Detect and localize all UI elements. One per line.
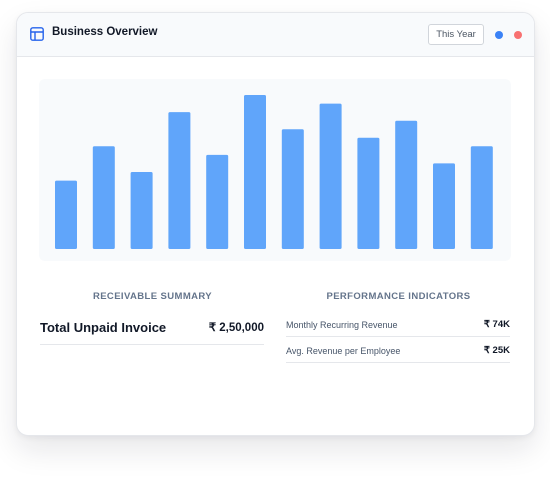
kpi-divider — [286, 336, 510, 337]
kpi-value: ₹ 25K — [483, 345, 510, 356]
kpi-label: Avg. Revenue per Employee — [286, 346, 401, 356]
chart-bar — [168, 112, 191, 249]
bar-chart-panel — [39, 79, 511, 261]
chart-bar — [470, 146, 493, 249]
performance-indicators-heading: PERFORMANCE INDICATORS — [326, 291, 471, 302]
chart-bar — [357, 137, 380, 249]
chart-bar — [244, 95, 266, 249]
chart-bar — [130, 172, 153, 249]
receivable-divider — [40, 344, 264, 345]
chart-bar — [319, 103, 342, 249]
status-dot-blue — [495, 31, 503, 39]
bar-chart — [55, 95, 493, 249]
page-title: Business Overview — [52, 26, 158, 38]
kpi-value: ₹ 74K — [483, 319, 510, 330]
kpi-divider — [286, 362, 510, 363]
receivable-summary-heading: RECEIVABLE SUMMARY — [92, 291, 213, 302]
chart-bar — [206, 154, 229, 249]
status-dot-red — [514, 31, 522, 39]
chart-bar — [433, 163, 455, 249]
chart-bar — [55, 180, 77, 249]
layout-icon — [30, 27, 44, 41]
kpi-label: Monthly Recurring Revenue — [286, 320, 398, 330]
business-overview-card: Business Overview This Year RECEIVABLE S… — [16, 12, 535, 436]
chart-bar — [281, 129, 304, 249]
total-unpaid-invoice-label: Total Unpaid Invoice — [40, 320, 167, 335]
chart-bar — [92, 146, 115, 249]
chart-bar — [395, 120, 418, 249]
card-header: Business Overview This Year — [17, 13, 534, 57]
total-unpaid-invoice-value: ₹ 2,50,000 — [208, 322, 264, 334]
period-select-button[interactable]: This Year — [428, 24, 484, 45]
